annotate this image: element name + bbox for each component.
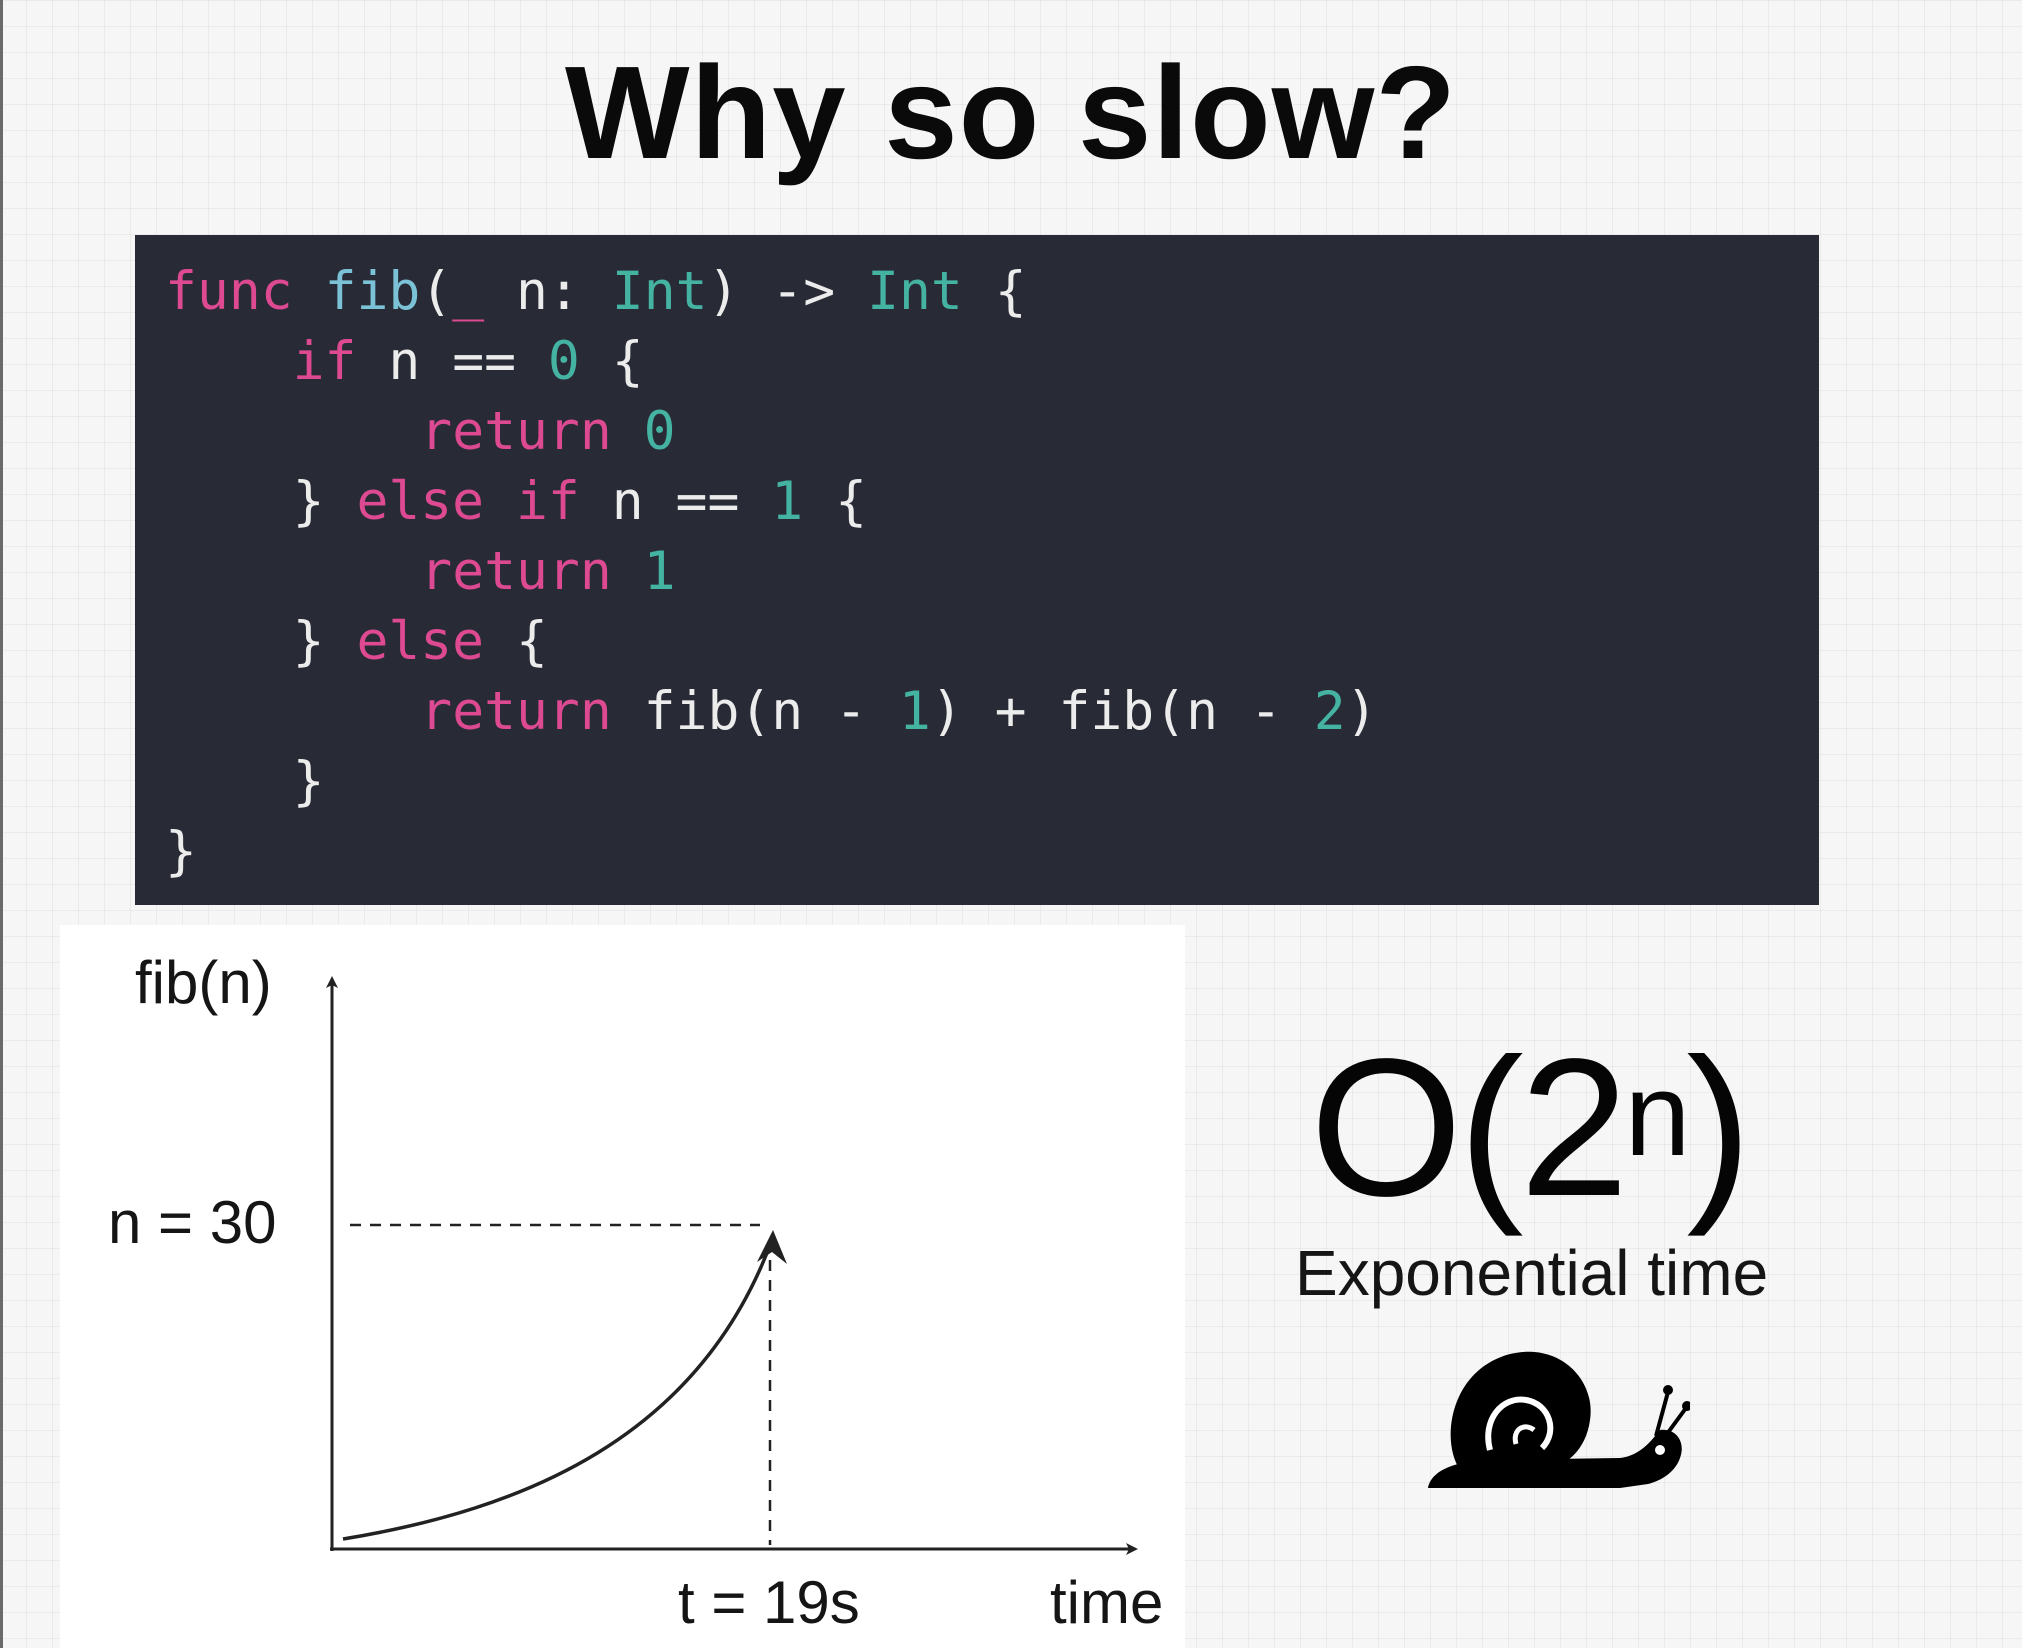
t-marker-label: t = 19s (678, 1569, 860, 1636)
code-token: n: (484, 261, 612, 322)
code-token: ( (420, 261, 453, 322)
code-token: } (165, 821, 197, 882)
code-block: func fib(_ n: Int) -> Int { if n == 0 { … (135, 235, 1819, 905)
code-line: return 1 (165, 537, 1819, 607)
code-token: if (292, 331, 357, 392)
code-token: func (165, 261, 293, 322)
code-token: } (165, 611, 357, 672)
n-marker-label: n = 30 (108, 1189, 277, 1256)
code-token: { (803, 471, 868, 532)
code-token: else (356, 611, 485, 672)
code-token: fib (324, 261, 421, 322)
code-line: } (165, 747, 1819, 817)
code-line: if n == 0 { (165, 327, 1819, 397)
code-token: return (420, 401, 612, 462)
code-token: n == (579, 471, 772, 532)
code-token: 1 (898, 681, 931, 742)
x-axis-label: time (1050, 1569, 1164, 1636)
code-token: 1 (643, 541, 676, 602)
code-token: { (579, 331, 644, 392)
code-token: 2 (1313, 681, 1346, 742)
code-token: Int (611, 261, 708, 322)
growth-curve (342, 1236, 775, 1541)
code-line: } else if n == 1 { (165, 467, 1819, 537)
snail-icon (1428, 1351, 1690, 1488)
code-token: ) -> (707, 261, 868, 322)
code-token: { (962, 261, 1027, 322)
code-token: } (165, 751, 325, 812)
code-token: 0 (547, 331, 580, 392)
code-token: fib(n - (611, 681, 899, 742)
left-border (0, 0, 3, 1648)
code-token: return (420, 541, 612, 602)
big-o-exponent: n (1624, 1049, 1691, 1181)
curve-arrowhead (757, 1230, 787, 1264)
code-line: } else { (165, 607, 1819, 677)
code-token: { (484, 611, 548, 672)
code-token: ) (1345, 681, 1378, 742)
code-token: n == (356, 331, 548, 392)
code-line: return 0 (165, 397, 1819, 467)
code-line: func fib(_ n: Int) -> Int { (165, 257, 1819, 327)
y-axis-label: fib(n) (135, 949, 272, 1016)
code-token: else if (356, 471, 580, 532)
code-token: return (420, 681, 612, 742)
big-o-notation: O(2n) (1310, 1018, 1752, 1238)
code-token: ) + fib(n - (930, 681, 1314, 742)
slide-title: Why so slow? (564, 39, 1458, 186)
code-token: 0 (643, 401, 676, 462)
code-line: return fib(n - 1) + fib(n - 2) (165, 677, 1819, 747)
code-token: Int (867, 261, 963, 322)
code-token: } (165, 471, 357, 532)
code-line: } (165, 817, 1819, 887)
code-token: 1 (771, 471, 804, 532)
big-o-base: O(2 (1310, 1018, 1629, 1237)
big-o-close: ) (1686, 1018, 1751, 1237)
code-token: _ (452, 261, 485, 322)
graph-panel (60, 925, 1185, 1648)
complexity-caption: Exponential time (1295, 1237, 1769, 1309)
